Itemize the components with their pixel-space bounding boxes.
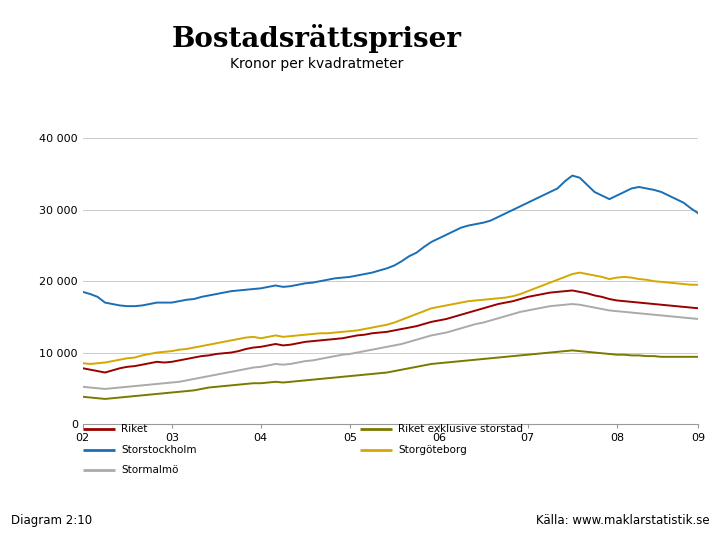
Text: ❖❖❖: ❖❖❖ (646, 36, 668, 44)
Text: Storstockholm: Storstockholm (121, 445, 197, 455)
Text: Källa: www.maklarstatistik.se: Källa: www.maklarstatistik.se (536, 514, 709, 526)
Text: Diagram 2:10: Diagram 2:10 (11, 514, 92, 526)
Text: Bostadsrättspriser: Bostadsrättspriser (172, 24, 462, 53)
Text: Storgöteborg: Storgöteborg (398, 445, 467, 455)
Text: Kronor per kvadratmeter: Kronor per kvadratmeter (230, 57, 403, 71)
Text: ☺: ☺ (647, 53, 667, 72)
Text: Stormalmö: Stormalmö (121, 465, 179, 475)
Text: SVERIGES
RIKSBANK: SVERIGES RIKSBANK (639, 82, 675, 93)
Text: Riket exklusive storstad: Riket exklusive storstad (398, 424, 523, 434)
Text: Riket: Riket (121, 424, 148, 434)
